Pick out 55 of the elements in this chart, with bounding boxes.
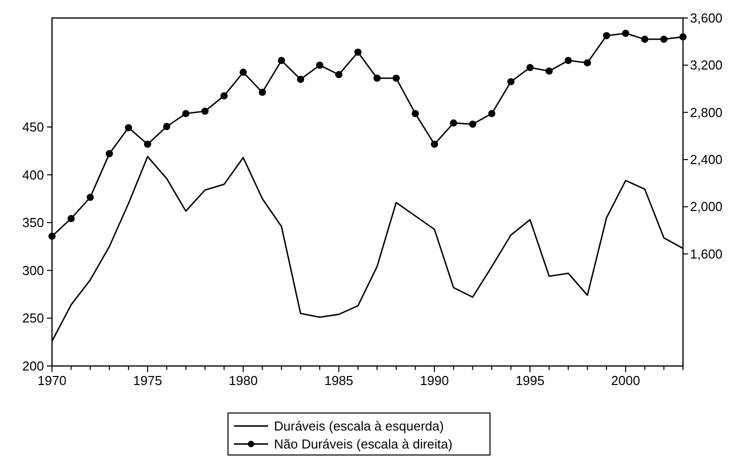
point bbox=[526, 64, 534, 72]
x-tick-label: 1995 bbox=[516, 373, 544, 388]
point bbox=[68, 214, 75, 222]
y-tick-label: 350 bbox=[22, 215, 44, 230]
y2-tick-label: 1,600 bbox=[690, 246, 723, 262]
point bbox=[622, 30, 630, 37]
point bbox=[373, 74, 381, 82]
y2-tick-label: 3,200 bbox=[690, 58, 723, 73]
x-tick-label: 1990 bbox=[420, 373, 449, 388]
y-tick-label: 450 bbox=[22, 119, 44, 134]
point bbox=[584, 59, 591, 66]
point bbox=[182, 110, 190, 118]
point bbox=[278, 56, 286, 64]
point bbox=[564, 56, 572, 64]
point bbox=[106, 150, 113, 158]
point bbox=[240, 68, 247, 76]
y-tick-label: 250 bbox=[22, 310, 44, 326]
legend-label: Duráveis (escala à esquerda) bbox=[274, 418, 444, 434]
point bbox=[316, 62, 324, 69]
point bbox=[392, 74, 400, 82]
point bbox=[48, 232, 56, 240]
y2-tick-label: 2,000 bbox=[690, 199, 723, 214]
point bbox=[412, 110, 419, 118]
point bbox=[430, 140, 438, 148]
legend-label: Não Duráveis (escala à direita) bbox=[274, 436, 452, 452]
y2-tick-label: 2,400 bbox=[690, 152, 723, 168]
point bbox=[469, 120, 476, 128]
point bbox=[258, 88, 266, 96]
x-tick-label: 2000 bbox=[611, 373, 640, 388]
point bbox=[124, 124, 132, 132]
y-tick-label: 400 bbox=[22, 167, 44, 182]
point bbox=[679, 33, 687, 40]
point bbox=[335, 71, 342, 78]
point bbox=[602, 32, 610, 40]
point bbox=[144, 140, 152, 148]
y-tick-label: 300 bbox=[22, 262, 44, 278]
point bbox=[163, 122, 170, 130]
x-tick-label: 1980 bbox=[228, 373, 258, 388]
x-tick-label: 1975 bbox=[133, 373, 162, 388]
y2-tick-label: 3,600 bbox=[690, 10, 723, 26]
point bbox=[201, 108, 209, 115]
point bbox=[488, 110, 496, 118]
point bbox=[296, 76, 304, 83]
point bbox=[660, 36, 668, 43]
point bbox=[220, 92, 228, 100]
x-tick-label: 1970 bbox=[38, 373, 66, 388]
y2-tick-label: 2,800 bbox=[690, 104, 723, 120]
y-tick-label: 200 bbox=[22, 358, 44, 374]
point bbox=[86, 194, 94, 201]
point bbox=[450, 119, 458, 127]
x-tick-label: 1985 bbox=[324, 373, 354, 388]
point bbox=[641, 36, 648, 43]
point bbox=[354, 48, 362, 56]
point bbox=[546, 67, 553, 75]
point bbox=[507, 78, 515, 86]
